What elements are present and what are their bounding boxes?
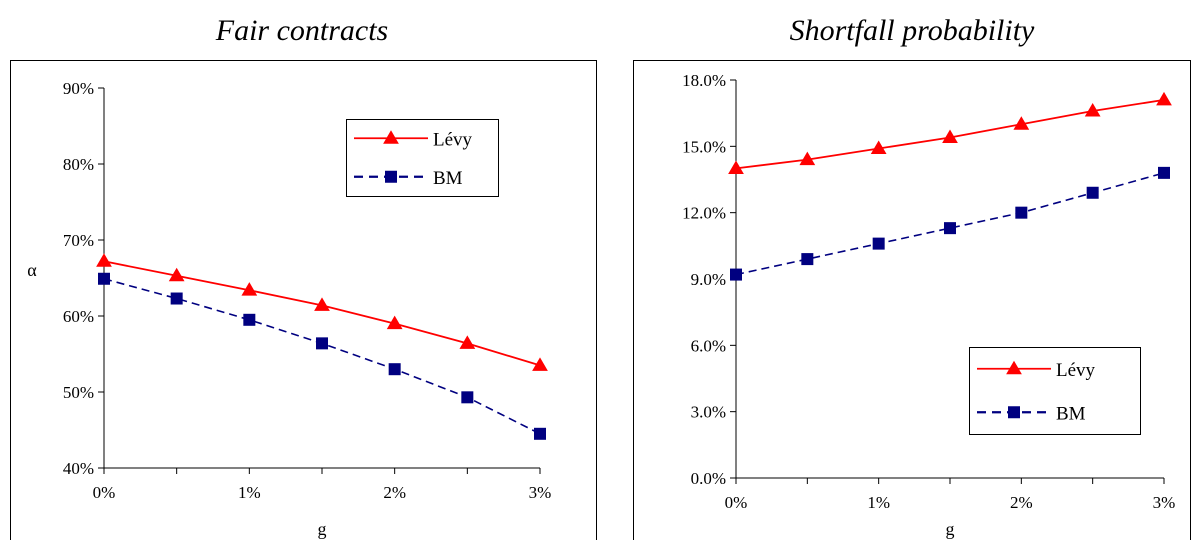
y-tick-label: 0.0% (691, 469, 726, 488)
data-point (1015, 206, 1028, 219)
series-1 (728, 91, 1172, 174)
chart-2: Shortfall probability 0.0% 3.0% 6.0% 9.0% 12.… (633, 14, 1191, 540)
data-point (243, 313, 256, 326)
data-point (942, 129, 958, 143)
y-axis-label: α (27, 260, 37, 280)
x-axis-label: g (946, 519, 955, 539)
legend-marker (1008, 406, 1020, 419)
x-tick-label: 0% (725, 493, 748, 512)
legend-marker (383, 130, 399, 144)
data-point (1156, 91, 1172, 106)
data-point (532, 357, 548, 371)
legend: Lévy BM (346, 119, 499, 197)
data-point (872, 237, 885, 250)
y-tick-label: 9.0% (691, 270, 726, 289)
series-2 (98, 272, 546, 440)
y-tick-label: 70% (63, 231, 94, 250)
y-tick-label: 3.0% (691, 403, 726, 422)
chart-title: Fair contracts (215, 14, 389, 47)
data-point (388, 363, 401, 376)
x-tick-label: 3% (1153, 493, 1176, 512)
data-point (728, 160, 744, 174)
y-tick-label: 18.0% (682, 71, 726, 90)
x-tick-label: 2% (1010, 493, 1033, 512)
data-point (316, 337, 328, 350)
legend: Lévy BM (969, 347, 1141, 435)
legend-label: BM (433, 168, 463, 189)
data-point (170, 292, 183, 305)
chart-1: Fair contracts 40% 50% 60% 70% 80% 90% 0% 1% 2% 3%… (10, 14, 597, 540)
data-point (96, 253, 112, 267)
series-1 (96, 253, 548, 371)
data-point (168, 267, 185, 282)
data-point (944, 222, 956, 235)
data-point (870, 140, 887, 155)
y-tick-label: 50% (63, 383, 94, 402)
chart-title: Shortfall probability (790, 14, 1035, 47)
x-tick-label: 0% (93, 483, 116, 502)
data-point (314, 297, 330, 311)
y-tick-label: 6.0% (691, 336, 726, 355)
y-tick-label: 12.0% (682, 204, 726, 223)
y-tick-label: 15.0% (682, 137, 726, 156)
chart-frame (633, 60, 1191, 540)
y-tick-label: 90% (63, 79, 94, 98)
data-point (98, 272, 110, 285)
data-point (1084, 102, 1101, 117)
x-tick-label: 1% (238, 483, 261, 502)
x-tick-label: 2% (383, 483, 406, 502)
legend-marker (385, 170, 397, 183)
data-point (799, 151, 816, 166)
series-2 (730, 166, 1170, 281)
data-point (534, 427, 546, 440)
legend-marker (1006, 360, 1022, 375)
data-point (459, 335, 476, 349)
series-line (103, 260, 541, 367)
data-point (1086, 186, 1099, 199)
y-tick-label: 60% (63, 307, 94, 326)
x-tick-label: 1% (867, 493, 890, 512)
legend-label: BM (1056, 403, 1086, 424)
y-tick-label: 80% (63, 155, 94, 174)
x-axis-label: g (318, 519, 327, 539)
y-tick-label: 40% (63, 459, 94, 478)
legend-label: Lévy (1056, 360, 1096, 381)
legend-box (969, 347, 1141, 435)
data-point (801, 253, 814, 266)
data-point (241, 282, 258, 296)
chart-frame (10, 60, 597, 540)
x-tick-label: 3% (529, 483, 552, 502)
legend-box (346, 119, 499, 197)
data-point (461, 391, 474, 404)
legend-label: Lévy (433, 129, 473, 150)
data-point (1158, 166, 1170, 179)
data-point (1013, 116, 1030, 130)
data-point (730, 268, 742, 281)
data-point (386, 315, 403, 330)
